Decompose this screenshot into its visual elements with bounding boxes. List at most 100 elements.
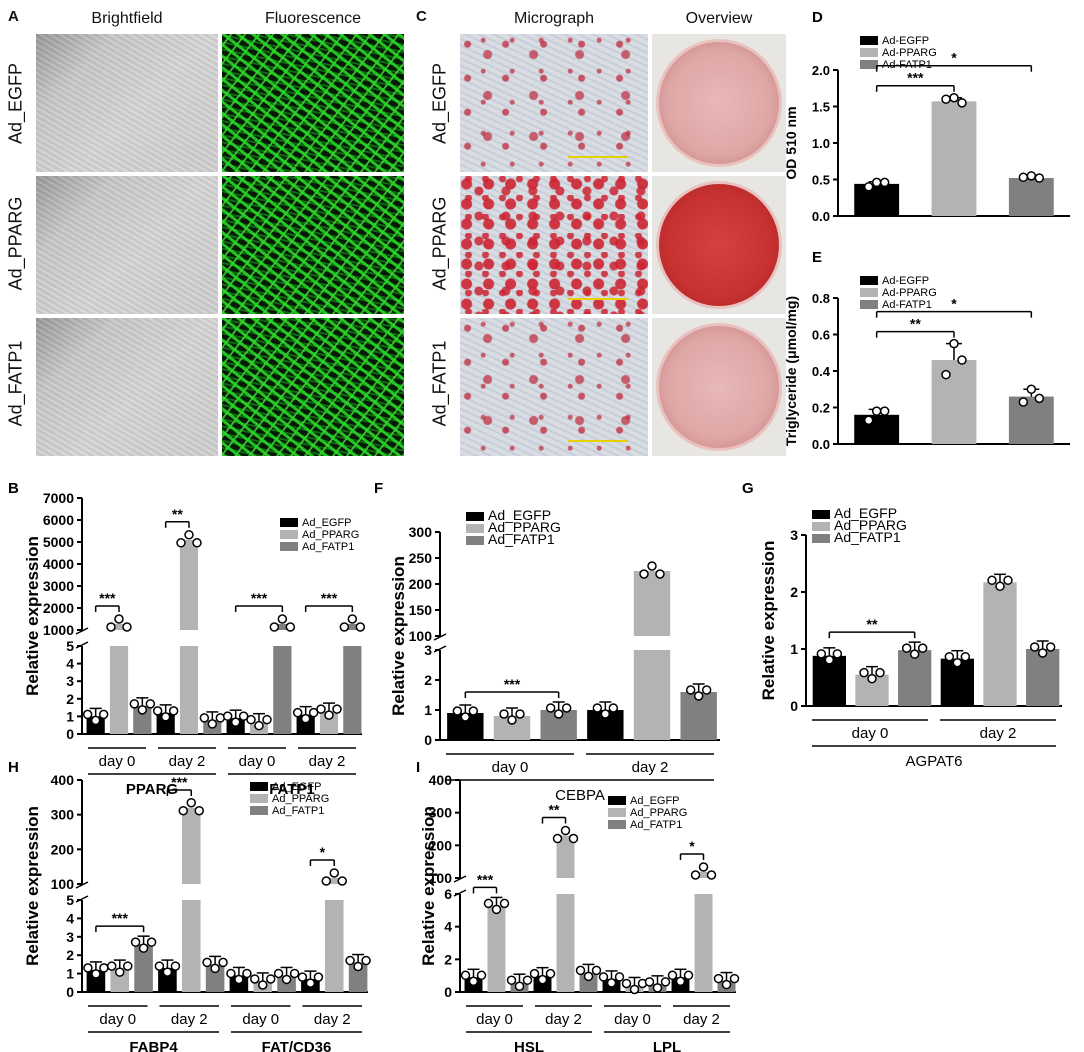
group-label-b-0: day 0 <box>99 753 136 770</box>
bar-d-0 <box>854 183 900 216</box>
sig-e-2-label: * <box>951 296 957 312</box>
point-i-2-0-2 <box>614 972 625 982</box>
point-b-0-1-0 <box>106 622 116 632</box>
legend-h-swatch-0 <box>250 782 268 791</box>
point-b-3-0-1 <box>300 713 311 724</box>
bar-i-0-1 <box>487 905 506 992</box>
y-axis-label-e: Triglyceride (μmol/mg) <box>783 296 799 446</box>
point-h-2-1-1 <box>258 980 268 990</box>
legend-g-label-0: Ad_EGFP <box>834 505 897 521</box>
legend-d-swatch-1 <box>860 48 878 57</box>
point-g-1-0-1 <box>952 657 963 668</box>
legend-b-label-0: Ad_EGFP <box>302 517 352 529</box>
brightfield-image-fatp1 <box>36 318 218 456</box>
legend-h-label-0: Ad_EGFP <box>272 781 322 793</box>
bar-e-1 <box>931 360 977 444</box>
bar-b-0-2 <box>133 705 152 734</box>
point-b-2-0-0 <box>222 711 233 721</box>
y-tick-label-f-1: 1 <box>424 702 432 718</box>
point-h-3-2-2 <box>361 955 371 966</box>
bar-h-1-2 <box>205 964 225 992</box>
point-h-1-0-2 <box>170 961 181 971</box>
point-i-2-0-1 <box>606 978 617 988</box>
panel-letter-h: H <box>8 759 19 776</box>
point-f-1-1-0 <box>639 569 649 579</box>
legend-b-swatch-0 <box>280 518 298 527</box>
point-i-3-0-2 <box>683 970 694 981</box>
point-b-2-0-1 <box>230 717 241 727</box>
point-i-0-1-2 <box>499 898 510 909</box>
y-tick-up-label-h-2: 300 <box>51 807 75 823</box>
point-b-2-2-1 <box>277 614 288 624</box>
col-title-micrograph: Micrograph <box>513 10 595 27</box>
point-b-1-1-0 <box>176 538 186 548</box>
point-b-2-0-2 <box>238 711 249 721</box>
legend-b-swatch-1 <box>280 530 298 539</box>
point-b-2-1-1 <box>254 720 264 731</box>
point-g-0-1-1 <box>867 673 877 684</box>
point-g-0-2-1 <box>909 649 920 659</box>
group-label-i-0: day 0 <box>476 1011 513 1028</box>
col-title-overview: Overview <box>685 10 753 27</box>
group-label-i-3: day 2 <box>683 1011 720 1028</box>
legend-f-label-1: Ad_PPARG <box>488 519 561 535</box>
sig-b-2-label: *** <box>251 590 268 606</box>
point-h-1-0-1 <box>162 967 173 977</box>
point-h-2-2-2 <box>289 968 300 979</box>
point-d-0-1 <box>871 177 882 188</box>
legend-f-label-0: Ad_EGFP <box>488 507 551 523</box>
sig-d-1-label: *** <box>907 70 924 86</box>
point-i-3-1-0 <box>690 870 701 880</box>
fluorescence-image-egfp <box>222 34 404 172</box>
legend-e-swatch-1 <box>860 288 878 297</box>
sig-h-1-label: *** <box>171 774 188 790</box>
y-tick-up-label-f-3: 250 <box>409 550 433 566</box>
point-f-1-1-1 <box>647 561 657 571</box>
legend-e-swatch-0 <box>860 276 878 285</box>
y-tick-label-e-4: 0.8 <box>812 291 830 306</box>
y-axis-label-h: Relative expression <box>23 806 42 966</box>
sig-b-0-label: *** <box>99 590 116 606</box>
point-i-1-1-1 <box>560 825 571 836</box>
point-d-1-0 <box>941 94 951 104</box>
point-b-2-2-0 <box>269 622 280 632</box>
y-tick-label-b-3: 3 <box>66 673 74 689</box>
dish-overview-egfp <box>652 34 786 172</box>
group-label-b-2: day 0 <box>239 753 276 770</box>
point-h-3-0-2 <box>313 972 324 982</box>
y-tick-label-b-2: 2 <box>66 691 74 707</box>
point-h-2-2-1 <box>281 974 292 985</box>
point-f-0-1-2 <box>515 709 525 719</box>
point-g-1-1-0 <box>987 575 997 586</box>
point-i-2-2-1 <box>652 983 663 993</box>
bar-b-3-2-upper <box>343 624 362 630</box>
point-i-1-1-0 <box>552 833 563 844</box>
point-i-2-1-1 <box>629 984 640 995</box>
sig-b-3-label: *** <box>321 590 338 606</box>
point-g-0-0-1 <box>824 655 835 665</box>
bar-h-0-1 <box>110 968 130 992</box>
gene-label-b-1: FATP1 <box>269 781 315 798</box>
legend-f-swatch-0 <box>466 512 484 521</box>
point-g-0-0-2 <box>832 649 843 659</box>
point-h-0-0-2 <box>99 963 109 973</box>
bar-i-3-1-lower <box>694 894 713 992</box>
point-d-0-2 <box>879 177 890 188</box>
legend-d-label-0: Ad-EGFP <box>882 35 929 47</box>
point-h-3-2-0 <box>345 955 355 966</box>
point-b-1-2-0 <box>199 713 210 723</box>
legend-i-label-1: Ad_PPARG <box>630 807 687 819</box>
y-tick-up-label-f-4: 300 <box>409 524 433 540</box>
y-tick-label-f-3: 3 <box>424 642 432 658</box>
point-i-0-2-0 <box>506 975 517 985</box>
point-h-3-1-1 <box>329 868 339 878</box>
bar-b-0-1-upper <box>109 624 129 630</box>
point-b-3-1-2 <box>332 704 342 714</box>
y-tick-label-h-3: 3 <box>66 929 74 945</box>
sig-e-1-label: ** <box>910 316 921 332</box>
point-e-1-1 <box>949 338 959 349</box>
y-tick-label-i-2: 4 <box>444 919 452 935</box>
y-tick-up-label-b-3: 4000 <box>43 556 74 572</box>
group-label-f-1: day 2 <box>632 759 669 776</box>
y-tick-label-d-1: 0.5 <box>812 173 830 188</box>
